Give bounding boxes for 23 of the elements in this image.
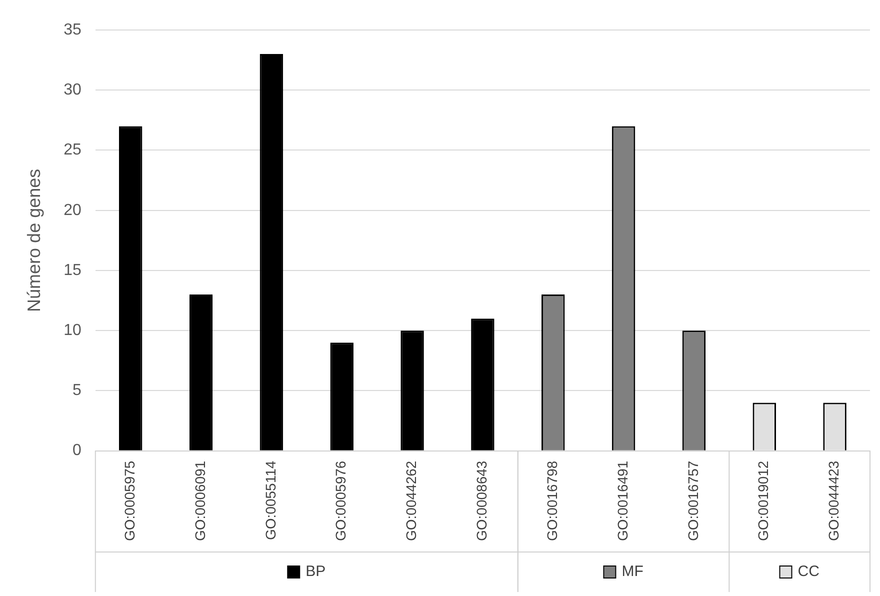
y-tick-label: 5 <box>72 382 82 400</box>
y-tick-label: 0 <box>72 442 82 460</box>
x-tick-label: GO:0016798 <box>544 460 560 541</box>
y-tick-label: 10 <box>64 322 82 339</box>
legend-label: MF <box>622 563 644 580</box>
y-tick-label: 35 <box>64 21 82 38</box>
x-tick-label: GO:0008643 <box>474 460 490 541</box>
x-tick-label: GO:0055114 <box>262 460 278 540</box>
y-tick-label: 20 <box>64 202 82 219</box>
y-tick-label: 25 <box>64 142 82 159</box>
x-tick-label: GO:0044262 <box>403 460 420 541</box>
x-tick-label: GO:0044423 <box>826 460 842 541</box>
y-tick-label: 30 <box>64 82 82 99</box>
x-tick-label: GO:0006091 <box>192 460 208 541</box>
y-tick-label: 15 <box>64 262 82 279</box>
legend-label: BP <box>306 563 326 580</box>
x-tick-label: GO:0005975 <box>121 460 138 541</box>
y-axis-title: Número de genes <box>24 168 44 312</box>
x-tick-label: GO:0019012 <box>755 460 772 541</box>
legend-label: CC <box>798 563 820 580</box>
x-tick-label: GO:0016757 <box>684 460 701 541</box>
x-tick-label: GO:0016491 <box>614 460 630 541</box>
x-tick-label: GO:0005976 <box>332 460 349 541</box>
